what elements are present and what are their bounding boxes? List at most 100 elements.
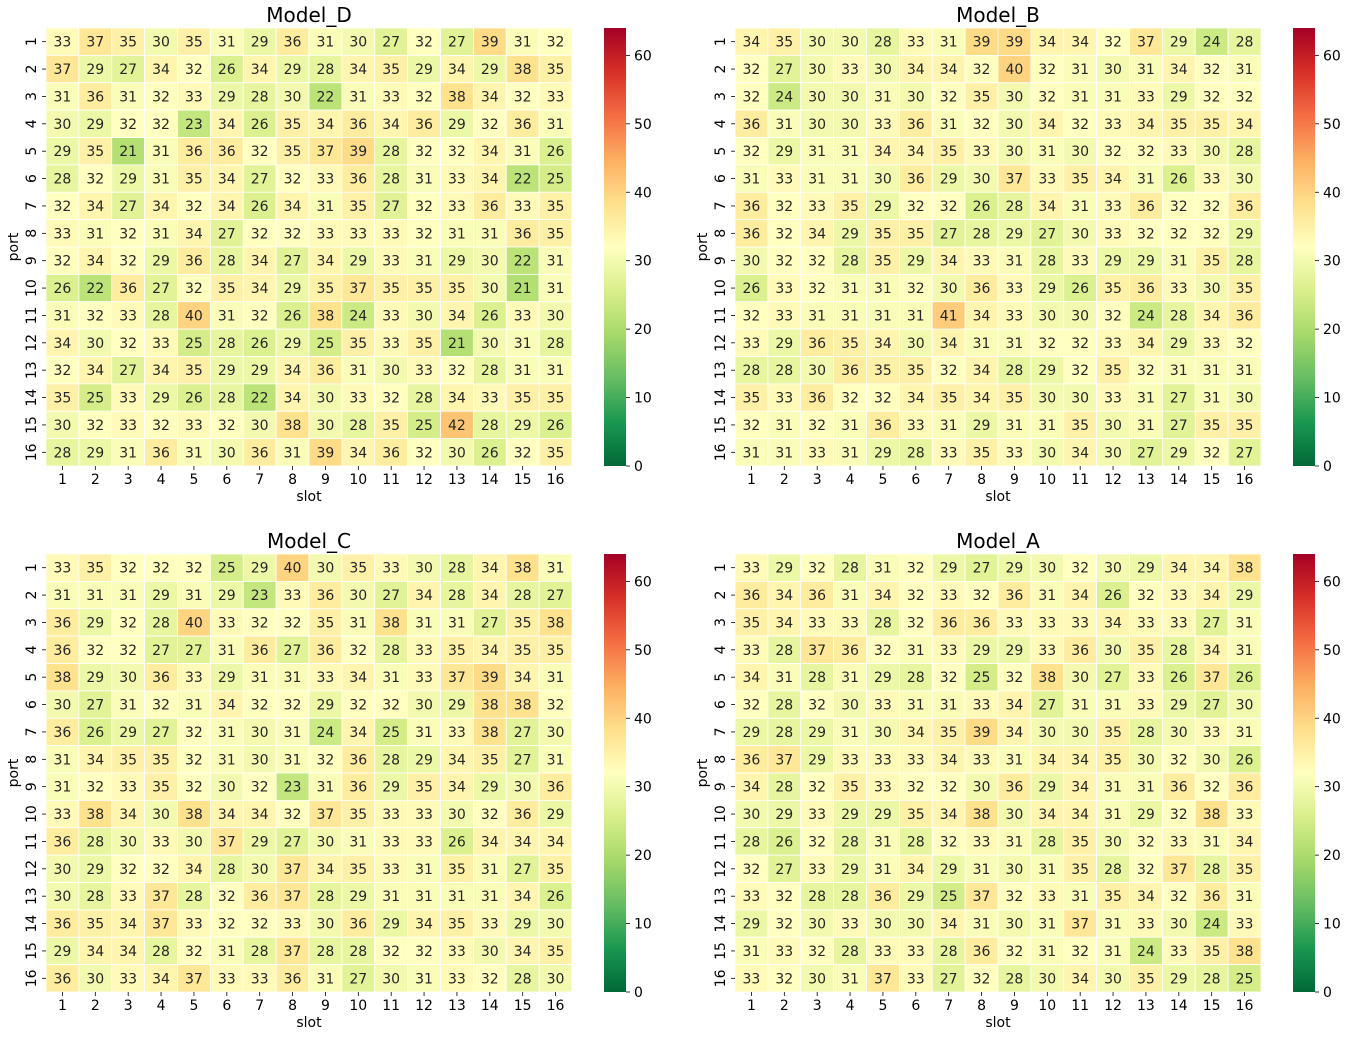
cell-value-label: 30	[119, 834, 137, 850]
heatmap-cell	[1030, 553, 1065, 582]
cell-value-label: 34	[1236, 117, 1254, 133]
y-axis-label: port	[6, 232, 22, 261]
cell-value-label: 29	[448, 698, 466, 714]
cell-value-label: 31	[1006, 336, 1024, 352]
cell-value-label: 34	[1071, 35, 1089, 51]
cell-value-label: 36	[1137, 199, 1155, 215]
cell-value-label: 29	[841, 226, 859, 242]
heatmap-cell	[833, 580, 867, 610]
heatmap-cell	[308, 137, 343, 166]
cell-value-label: 28	[86, 834, 104, 850]
heatmap-cell	[505, 219, 540, 248]
cell-value-label: 39	[481, 35, 499, 51]
cell-value-label: 32	[152, 89, 170, 105]
x-tick-label: 6	[911, 998, 920, 1014]
cell-value-label: 36	[743, 199, 761, 215]
cell-value-label: 34	[86, 199, 104, 215]
cell-value-label: 31	[940, 418, 958, 434]
heatmap-cell	[407, 663, 441, 692]
heatmap-cell	[538, 356, 573, 385]
heatmap-cell	[78, 882, 113, 911]
cell-value-label: 27	[152, 643, 170, 659]
cell-value-label: 30	[1071, 670, 1089, 686]
heatmap-cell	[538, 909, 573, 938]
cell-value-label: 29	[448, 117, 466, 133]
cell-value-label: 35	[119, 752, 137, 768]
cell-value-label: 33	[415, 807, 433, 823]
heatmap-cell	[997, 356, 1032, 385]
cell-value-label: 32	[1170, 807, 1188, 823]
cell-value-label: 36	[907, 117, 925, 133]
heatmap-cell	[407, 964, 441, 993]
cell-value-label: 30	[1137, 752, 1155, 768]
cell-value-label: 31	[743, 445, 761, 461]
colorbar	[604, 554, 626, 992]
heatmap-cell	[866, 383, 900, 412]
heatmap-cell	[866, 219, 900, 248]
heatmap-cell	[177, 772, 211, 801]
cell-value-label: 31	[1038, 418, 1056, 434]
colorbar-tick-label: 20	[634, 848, 652, 864]
heatmap-cell	[308, 854, 343, 883]
cell-value-label: 27	[1203, 615, 1221, 631]
cell-value-label: 32	[1203, 445, 1221, 461]
cell-value-label: 33	[1038, 889, 1056, 905]
cell-value-label: 29	[86, 862, 104, 878]
y-tick-label: 16	[24, 443, 40, 461]
cell-value-label: 27	[973, 561, 991, 577]
cell-value-label: 33	[382, 89, 400, 105]
cell-value-label: 31	[841, 172, 859, 188]
colorbar-tick-label: 60	[634, 574, 652, 590]
y-tick-label: 6	[24, 174, 40, 183]
cell-value-label: 32	[743, 862, 761, 878]
cell-value-label: 35	[547, 862, 565, 878]
cell-value-label: 32	[54, 254, 72, 270]
heatmap-cell	[505, 635, 540, 664]
cell-value-label: 31	[1137, 391, 1155, 407]
cell-value-label: 34	[448, 391, 466, 407]
cell-value-label: 33	[415, 670, 433, 686]
cell-value-label: 34	[284, 199, 302, 215]
colorbar-tick-label: 20	[634, 322, 652, 338]
heatmap-cell	[472, 663, 507, 692]
heatmap-cell	[1063, 301, 1098, 330]
cell-value-label: 30	[1038, 445, 1056, 461]
x-tick-label: 16	[547, 472, 565, 488]
heatmap-cell	[308, 191, 343, 221]
y-tick-label: 10	[24, 279, 40, 297]
cell-value-label: 30	[1104, 971, 1122, 987]
cell-value-label: 30	[874, 917, 892, 933]
colorbar	[604, 28, 626, 466]
heatmap-cell	[800, 635, 835, 664]
cell-value-label: 25	[185, 336, 203, 352]
cell-value-label: 31	[841, 670, 859, 686]
cell-value-label: 34	[907, 725, 925, 741]
cell-value-label: 31	[940, 698, 958, 714]
heatmap-cell	[209, 219, 244, 248]
x-tick-label: 11	[1071, 998, 1089, 1014]
heatmap-cell	[964, 273, 999, 303]
cell-value-label: 40	[185, 308, 203, 324]
heatmap-cell	[144, 82, 178, 111]
cell-value-label: 31	[1203, 363, 1221, 379]
heatmap-cell	[1129, 690, 1163, 719]
cell-value-label: 30	[1104, 834, 1122, 850]
cell-value-label: 34	[86, 752, 104, 768]
cell-value-label: 32	[841, 391, 859, 407]
heatmap-cell	[407, 438, 441, 467]
cell-value-label: 32	[415, 199, 433, 215]
cell-value-label: 31	[1104, 780, 1122, 796]
cell-value-label: 33	[382, 834, 400, 850]
cell-value-label: 26	[1236, 670, 1254, 686]
colorbar-tick-label: 0	[1323, 459, 1332, 475]
heatmap-cell	[472, 82, 507, 111]
heatmap-cell	[308, 164, 343, 193]
heatmap-cell	[931, 608, 966, 637]
heatmap-cell	[1194, 383, 1229, 412]
cell-value-label: 31	[514, 363, 532, 379]
cell-value-label: 32	[1071, 117, 1089, 133]
cell-value-label: 21	[514, 281, 532, 297]
heatmap-cell	[800, 717, 835, 747]
cell-value-label: 38	[317, 308, 335, 324]
